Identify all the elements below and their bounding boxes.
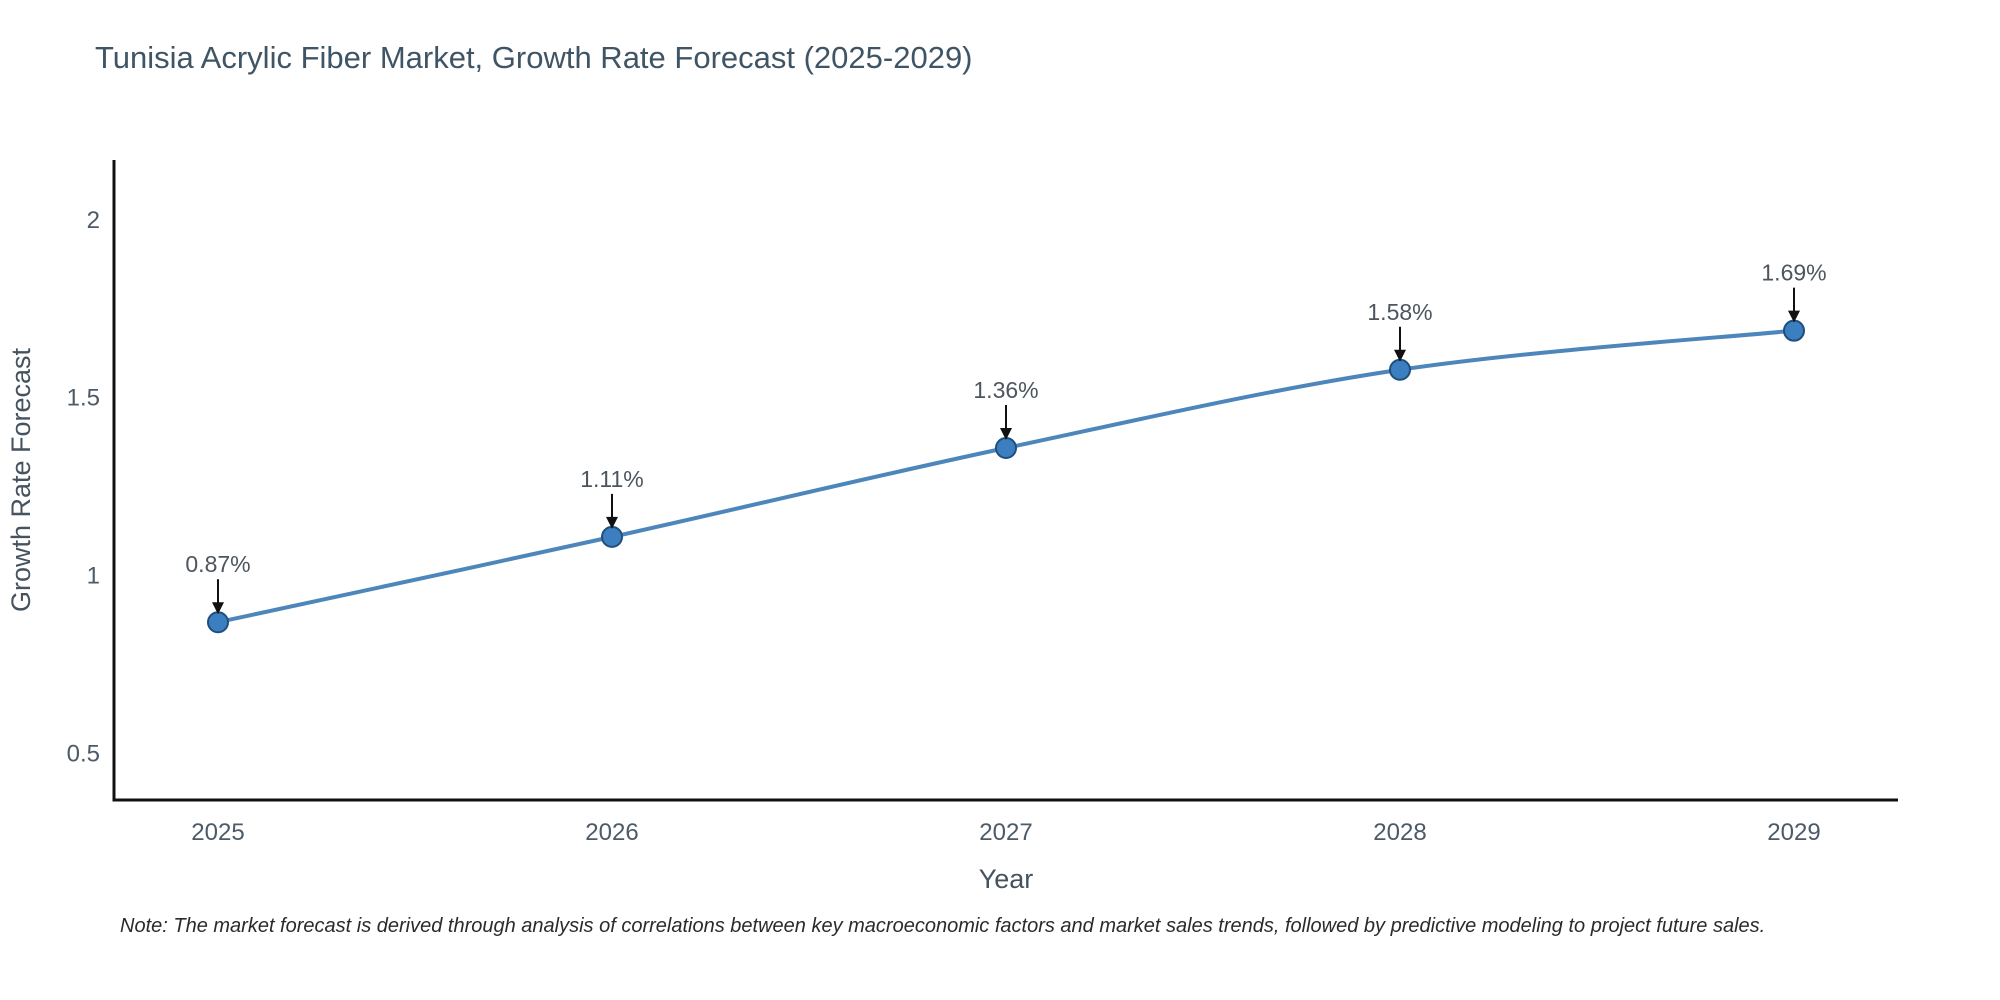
annotation-arrow-head xyxy=(212,602,224,615)
y-tick-label: 1 xyxy=(87,563,100,590)
y-tick-label: 0.5 xyxy=(67,740,100,767)
data-point-label: 1.58% xyxy=(1367,299,1432,325)
footnote: Note: The market forecast is derived thr… xyxy=(120,915,1766,937)
x-tick-label: 2025 xyxy=(191,819,244,846)
data-point-label: 0.87% xyxy=(185,551,250,577)
y-tick-label: 2 xyxy=(87,207,100,234)
annotation-arrow-head xyxy=(1394,349,1406,362)
x-tick-label: 2027 xyxy=(979,819,1032,846)
data-point-marker[interactable] xyxy=(207,611,229,634)
annotation-arrow-head xyxy=(606,516,618,529)
data-point-marker[interactable] xyxy=(601,525,623,548)
x-axis-title: Year xyxy=(979,864,1034,894)
data-point-label: 1.69% xyxy=(1761,260,1826,286)
annotation-arrow-head xyxy=(1000,428,1012,440)
annotation-arrow-head xyxy=(1788,310,1800,323)
x-tick-label: 2028 xyxy=(1373,819,1426,846)
chart-title: Tunisia Acrylic Fiber Market, Growth Rat… xyxy=(95,40,973,75)
data-point-marker[interactable] xyxy=(1389,358,1411,381)
y-axis-title: Growth Rate Forecast xyxy=(6,347,36,612)
x-tick-label: 2026 xyxy=(585,819,638,846)
y-tick-label: 1.5 xyxy=(67,385,100,412)
data-point-label: 1.11% xyxy=(580,466,644,492)
x-tick-label: 2029 xyxy=(1767,819,1820,846)
forecast-line xyxy=(216,328,1796,625)
data-point-marker[interactable] xyxy=(995,437,1017,459)
data-point-label: 1.36% xyxy=(973,377,1038,403)
data-point-marker[interactable] xyxy=(1783,319,1805,342)
